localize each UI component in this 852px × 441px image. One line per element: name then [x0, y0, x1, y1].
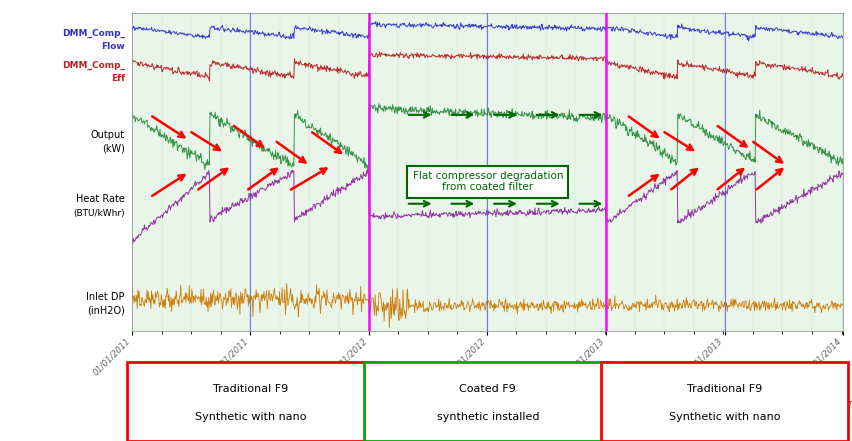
Text: Traditional F9: Traditional F9: [213, 384, 288, 394]
Text: (inH2O): (inH2O): [87, 305, 125, 315]
Text: DMM_Comp_: DMM_Comp_: [62, 61, 125, 70]
Text: Synthetic with nano: Synthetic with nano: [195, 412, 307, 422]
Text: (kW): (kW): [102, 143, 125, 153]
Text: DMM_Comp_: DMM_Comp_: [62, 29, 125, 38]
Text: synthetic installed: synthetic installed: [436, 412, 539, 422]
Text: Synthetic with nano: Synthetic with nano: [669, 412, 780, 422]
Text: TIME: TIME: [847, 400, 852, 411]
Text: Inlet DP: Inlet DP: [86, 292, 125, 303]
Text: Heat Rate: Heat Rate: [76, 194, 125, 204]
Text: Coated F9: Coated F9: [459, 384, 516, 394]
Text: Flow: Flow: [101, 42, 125, 51]
Text: Flat compressor degradation
from coated filter: Flat compressor degradation from coated …: [412, 171, 563, 192]
Text: (BTU/kWhr): (BTU/kWhr): [73, 209, 125, 218]
Text: Eff: Eff: [111, 74, 125, 83]
Text: Traditional F9: Traditional F9: [688, 384, 763, 394]
Text: Output: Output: [91, 131, 125, 141]
